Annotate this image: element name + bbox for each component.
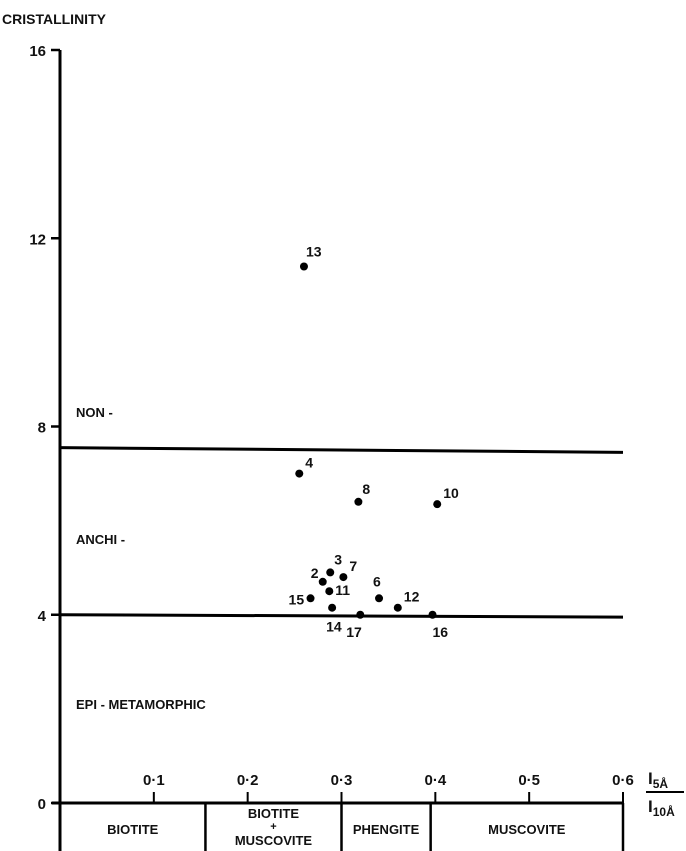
mineral-band-label: MUSCOVITE [488, 822, 566, 837]
data-point-label: 6 [373, 573, 381, 589]
x-tick-label: 0·4 [424, 772, 446, 789]
x-tick-label: 0·1 [143, 772, 165, 789]
zone-label: ANCHI - [76, 532, 125, 547]
data-point-12 [393, 603, 402, 612]
x-tick-label: 0·6 [612, 772, 634, 789]
y-tick-label: 16 [29, 43, 46, 60]
x-tick-label: 0·3 [331, 772, 353, 789]
mineral-band-label: BIOTITE [107, 822, 159, 837]
y-axis-title: CRISTALLINITY [2, 11, 107, 27]
data-point-label: 15 [289, 591, 305, 607]
data-point-label: 7 [349, 558, 357, 574]
mineral-band-label: + [270, 821, 276, 833]
data-point-label: 16 [433, 624, 449, 640]
data-point-13 [299, 262, 308, 271]
mineral-band-label: PHENGITE [353, 822, 420, 837]
mineral-band-label: MUSCOVITE [235, 833, 313, 848]
data-point-label: 4 [305, 455, 313, 471]
boundary-line-2 [59, 613, 624, 619]
data-point-6 [375, 594, 384, 603]
data-point-label: 13 [306, 243, 322, 259]
data-point-label: 8 [362, 481, 370, 497]
y-tick-label: 0 [38, 796, 46, 813]
data-point-10 [433, 500, 442, 509]
x-tick-label: 0·5 [518, 772, 540, 789]
x-tick-label: 0·2 [237, 772, 259, 789]
x-axis-title-denominator: I10Å [648, 797, 675, 819]
x-axis-title-numerator: I5Å [648, 769, 668, 791]
data-point-label: 17 [346, 624, 362, 640]
data-point-16 [428, 610, 437, 619]
y-tick-label: 4 [38, 608, 47, 625]
data-point-label: 11 [335, 582, 350, 598]
y-tick-label: 12 [29, 231, 46, 248]
data-point-2 [318, 577, 327, 586]
data-point-14 [328, 603, 337, 612]
data-point-label: 3 [334, 551, 342, 567]
data-point-17 [356, 610, 365, 619]
data-point-label: 12 [404, 589, 420, 605]
data-point-11 [325, 587, 334, 596]
data-point-7 [339, 573, 348, 582]
boundary-line-1 [59, 446, 624, 454]
data-point-4 [295, 469, 304, 478]
data-point-8 [354, 497, 363, 506]
zone-label: EPI - METAMORPHIC [76, 697, 206, 712]
data-point-3 [326, 568, 335, 577]
data-point-label: 10 [443, 485, 459, 501]
zone-label: NON - [76, 405, 113, 420]
mineral-band-label: BIOTITE [248, 806, 300, 821]
y-tick-label: 8 [38, 420, 46, 437]
data-point-label: 14 [326, 619, 342, 635]
data-point-15 [306, 594, 315, 603]
data-point-label: 2 [311, 565, 319, 581]
